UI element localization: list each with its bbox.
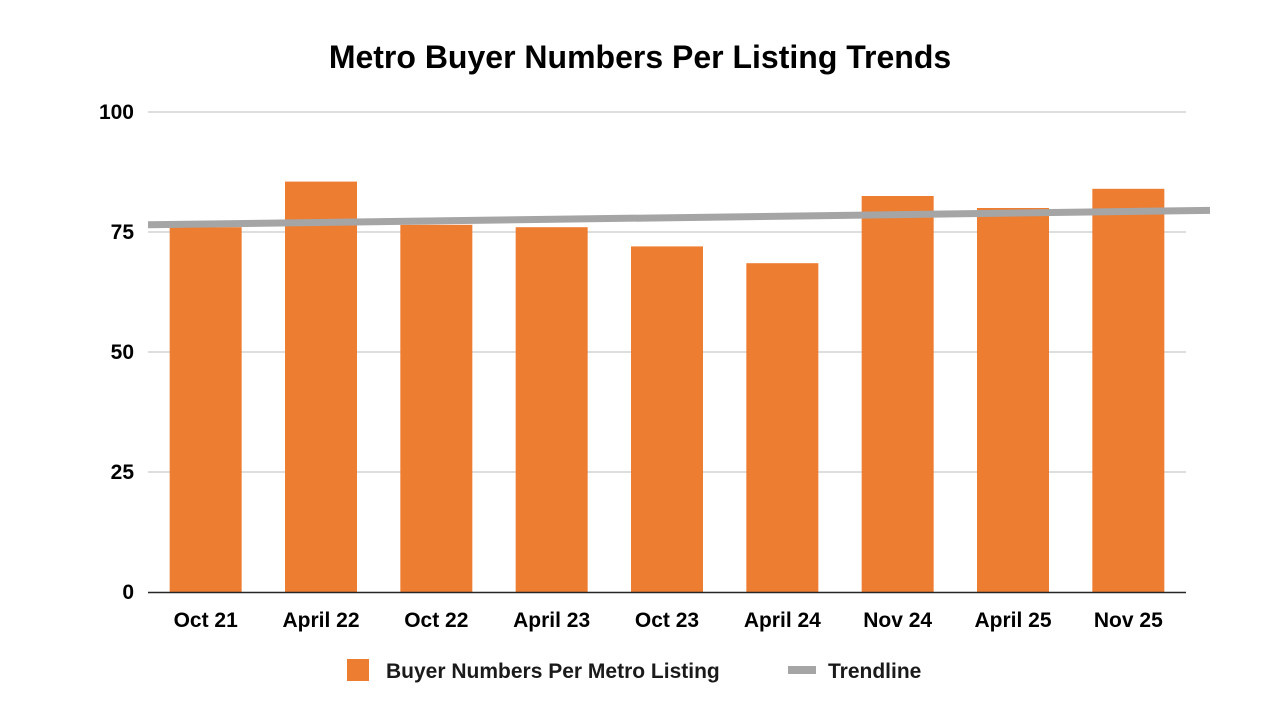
x-axis-ticks: Oct 21 April 22 Oct 22 April 23 Oct 23 April … [174,609,1164,632]
trendline-group [147,206,1211,229]
x-tick-label: Nov 25 [1094,609,1163,632]
x-tick-label: Nov 24 [863,609,932,632]
legend-swatch-trendline [788,666,816,674]
bar [515,227,588,592]
y-tick-label: 25 [111,461,135,484]
x-tick-label: Oct 22 [404,609,468,632]
bar [285,181,357,592]
x-tick-label: April 24 [744,609,821,632]
bars [169,181,1165,593]
legend-label-trendline: Trendline [828,660,921,683]
x-tick-label: April 25 [974,609,1051,632]
x-tick-label: Oct 21 [174,609,239,632]
bar [169,227,242,592]
legend-swatch-bars [347,659,369,681]
y-tick-label: 100 [99,101,134,124]
bar [1092,188,1165,593]
y-tick-label: 0 [122,581,134,604]
trendline [147,206,1211,229]
x-tick-label: April 23 [513,609,590,632]
x-tick-label: Oct 23 [635,609,699,632]
y-axis-ticks: 0 25 50 75 100 [99,101,134,604]
y-tick-label: 75 [111,221,135,244]
bar [400,224,473,593]
bar [977,208,1049,592]
legend-label-bars: Buyer Numbers Per Metro Listing [386,660,720,683]
bar [861,196,934,592]
legend: Buyer Numbers Per Metro Listing Trendlin… [347,659,921,683]
x-tick-label: April 22 [282,609,359,632]
y-tick-label: 50 [111,341,134,364]
bar [746,263,819,592]
bar [631,246,703,592]
chart-title: Metro Buyer Numbers Per Listing Trends [329,39,951,75]
